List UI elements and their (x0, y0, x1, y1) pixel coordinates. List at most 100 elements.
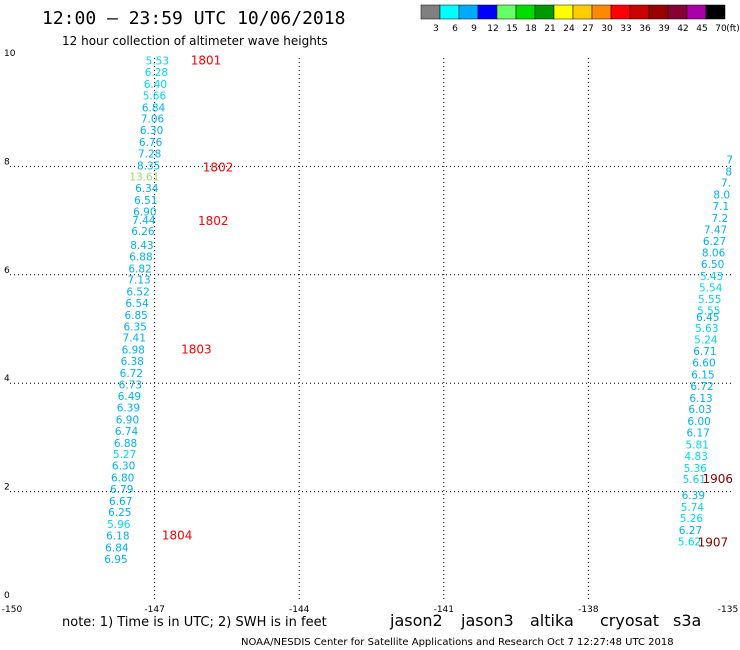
satellite-legend: jason2 jason3 altika cryosat s3a (389, 611, 701, 630)
swh-value: 6.88 (114, 438, 137, 450)
swh-value: 13.61 (129, 172, 159, 184)
axis-ticks: -150 -147 -144 -141 -138 -135 0 2 4 6 8 10 (2, 49, 738, 615)
x-tick-label: -144 (289, 605, 310, 615)
swh-value: 5.81 (686, 439, 709, 451)
swh-value: 6.40 (144, 79, 167, 91)
y-tick-label: 4 (4, 374, 10, 384)
swh-value: 6.60 (692, 358, 715, 370)
grid (10, 58, 733, 600)
swh-value: 6.28 (145, 67, 168, 79)
scale-swatch (553, 4, 574, 20)
swh-value: 5.55 (697, 306, 720, 318)
swh-value: 7.13 (127, 275, 150, 287)
scale-label: 30 (601, 24, 613, 34)
swh-value: 6.25 (108, 507, 131, 519)
swh-value: 8.35 (137, 160, 160, 172)
scale-label: 45 (696, 24, 707, 34)
scale-swatch (591, 4, 612, 20)
swh-value: 6.39 (682, 490, 705, 502)
footer-credit: NOAA/NESDIS Center for Satellite Applica… (241, 637, 674, 648)
y-tick-label: 0 (4, 591, 10, 601)
swh-value: 6.00 (687, 416, 710, 428)
swh-value: 5.63 (695, 323, 718, 335)
swh-value: 6.95 (104, 554, 127, 566)
scale-label: 70 (715, 24, 727, 34)
note-text: note: 1) Time is in UTC; 2) SWH is in fe… (62, 615, 327, 630)
scale-swatch (439, 4, 460, 20)
time-labels: 1801 1802 1802 1803 1804 1906 1907 (162, 54, 733, 550)
scale-swatch (705, 4, 726, 20)
swh-value: 5.66 (143, 90, 167, 102)
scale-swatch (572, 4, 593, 20)
observation-values: 5.536.286.405.666.847.066.306.767.288.35… (104, 56, 733, 566)
swh-value: 7.28 (138, 148, 161, 160)
swh-value: 6.74 (115, 426, 139, 438)
swh-value: 6.72 (120, 368, 143, 380)
swh-value: 6.34 (135, 183, 159, 195)
scale-label: 27 (582, 24, 593, 34)
swh-value: 5.43 (700, 271, 723, 283)
y-tick-label: 10 (4, 49, 16, 59)
swh-value: 6.27 (679, 525, 702, 537)
swh-value: 6.73 (119, 379, 142, 391)
swh-value: 6.90 (133, 206, 156, 218)
time-label: 1907 (698, 536, 729, 550)
swh-value: 6.51 (134, 195, 157, 207)
swh-value: 6.82 (128, 263, 151, 275)
swh-value: 7.06 (141, 114, 165, 126)
satellite-jason3: jason3 (460, 611, 514, 630)
satellite-altika: altika (530, 611, 574, 630)
swh-value: 5.26 (680, 513, 704, 525)
swh-value: 6.84 (105, 542, 129, 554)
swh-value: 5.53 (146, 56, 169, 68)
swh-value: 5.62 (678, 536, 701, 548)
swh-value: 5.24 (694, 334, 718, 346)
scale-swatch (496, 4, 517, 20)
scale-label: 36 (639, 24, 651, 34)
x-tick-label: -150 (2, 605, 23, 615)
swh-value: 6.17 (686, 428, 709, 440)
swh-value: 6.85 (124, 310, 147, 322)
y-tick-label: 8 (4, 157, 10, 167)
swh-value: 5.61 (683, 474, 706, 486)
swh-value: 6.35 (123, 321, 146, 333)
scale-label: 42 (677, 24, 688, 34)
scale-label: 18 (525, 24, 537, 34)
x-tick-label: -147 (144, 605, 164, 615)
swh-value: 6.80 (111, 473, 134, 485)
scale-swatch (610, 4, 631, 20)
swh-value: 6.38 (121, 356, 144, 368)
swh-value: 6.67 (109, 496, 132, 508)
scale-label: 15 (506, 24, 517, 34)
time-label: 1804 (162, 529, 193, 543)
swh-value: 7. (721, 178, 731, 190)
swh-value: 5.96 (107, 519, 131, 531)
y-tick-label: 6 (4, 266, 10, 276)
swh-value: 6.15 (691, 370, 714, 382)
swh-value: 6.49 (118, 391, 141, 403)
swh-value: 7 (726, 154, 733, 166)
swh-value: 6.98 (122, 345, 145, 357)
swh-value: 6.52 (126, 287, 149, 299)
swh-value: 5.36 (684, 463, 708, 475)
swh-value: 6.54 (125, 298, 149, 310)
time-label: 1803 (181, 343, 212, 357)
swh-value: 7.2 (711, 213, 728, 225)
scale-label: 9 (471, 24, 477, 34)
swh-value: 5.27 (113, 449, 136, 461)
swh-value: 6.26 (131, 226, 155, 238)
swh-value: 7.44 (132, 215, 156, 227)
swh-value: 6.84 (142, 102, 166, 114)
color-scale-legend: 3 6 9 12 15 18 21 24 27 30 33 36 39 42 45 70 (ft) (420, 4, 740, 34)
swh-value: 7.41 (123, 333, 146, 345)
swh-value: 8.0 (713, 190, 730, 202)
swh-value: 8.43 (130, 240, 153, 252)
scale-swatch (629, 4, 650, 20)
swh-value: 6.79 (110, 484, 133, 496)
scale-label: 12 (487, 24, 498, 34)
chart-subtitle: 12 hour collection of altimeter wave hei… (62, 34, 328, 48)
swh-value: 6.27 (703, 236, 726, 248)
scale-swatch (667, 4, 688, 20)
scale-swatch (686, 4, 707, 20)
scale-label: 24 (563, 24, 575, 34)
